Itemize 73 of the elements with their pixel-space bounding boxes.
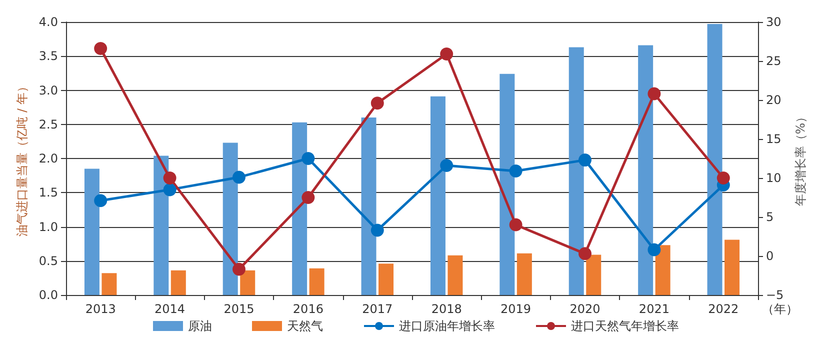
bar — [102, 273, 117, 295]
x-tick-label: 2022 — [708, 302, 739, 316]
bar — [500, 74, 515, 295]
point — [163, 172, 176, 184]
point — [648, 87, 661, 100]
bar — [170, 270, 186, 295]
y-tick-label: 1.0 — [38, 220, 58, 234]
point — [232, 262, 246, 276]
y2-tick-label: 15 — [766, 132, 782, 146]
y-tick-label: 0.5 — [38, 254, 58, 268]
y2-tick-label: 25 — [766, 54, 782, 68]
y2-tick-label: −5 — [766, 288, 784, 302]
x-tick-label: 2014 — [154, 302, 186, 316]
point — [302, 191, 315, 204]
x-axis-title: （年） — [762, 302, 798, 316]
x-tick-label: 2020 — [570, 302, 600, 316]
point — [440, 159, 454, 172]
bar — [154, 156, 169, 295]
point — [578, 247, 592, 260]
y2-tick-label: 10 — [766, 171, 782, 185]
y2-tick-label: 20 — [766, 93, 782, 107]
bar — [586, 254, 602, 295]
x-tick-label: 2018 — [431, 302, 462, 316]
x-tick-label: 2013 — [85, 302, 116, 316]
point — [509, 218, 522, 232]
point — [302, 152, 315, 165]
point — [716, 172, 730, 184]
bar — [222, 142, 238, 295]
bar — [724, 240, 740, 295]
legend-label: 进口天然气年增长率 — [571, 319, 679, 333]
bar — [655, 245, 670, 295]
y2-tick-label: 0 — [766, 249, 774, 263]
point — [509, 164, 522, 178]
point — [370, 224, 384, 237]
y2-tick-label: 30 — [766, 15, 782, 29]
bar — [361, 118, 376, 295]
point — [370, 96, 384, 110]
bar — [309, 268, 324, 295]
bar — [430, 96, 446, 295]
x-tick-label: 2015 — [224, 302, 254, 316]
point — [232, 170, 246, 184]
y-tick-label: 3.0 — [38, 83, 58, 98]
bar — [292, 122, 308, 295]
bar — [448, 255, 463, 295]
y-tick-label: 3.5 — [38, 49, 58, 64]
legend-label: 原油 — [188, 319, 212, 333]
bar — [378, 264, 394, 295]
x-tick-label: 2017 — [362, 302, 393, 316]
x-tick-label: 2021 — [638, 302, 670, 316]
y2-tick-label: 5 — [766, 210, 774, 224]
point — [94, 194, 108, 208]
bar — [707, 24, 722, 295]
legend-label: 天然气 — [287, 319, 323, 333]
bar — [84, 168, 100, 295]
bar — [240, 270, 256, 295]
point — [163, 183, 176, 196]
y-tick-label: 2.5 — [38, 117, 58, 132]
legend-label: 进口原油年增长率 — [399, 319, 495, 333]
bar — [638, 45, 654, 295]
bar — [516, 253, 532, 295]
x-tick-label: 2019 — [500, 302, 532, 316]
y-axis-title: 油气进口量当量（亿吨 / 年） — [15, 80, 29, 236]
x-tick-label: 2016 — [292, 302, 324, 316]
y-tick-label: 2.0 — [38, 152, 58, 166]
y2-axis-title: 年度增长率（%） — [794, 110, 808, 206]
point — [94, 42, 108, 56]
point — [440, 47, 454, 60]
point — [648, 243, 661, 256]
y-tick-label: 4.0 — [38, 15, 58, 29]
y-tick-label: 0.0 — [38, 288, 58, 302]
bar — [568, 47, 584, 295]
point — [578, 154, 592, 167]
y-tick-label: 1.5 — [38, 186, 58, 200]
